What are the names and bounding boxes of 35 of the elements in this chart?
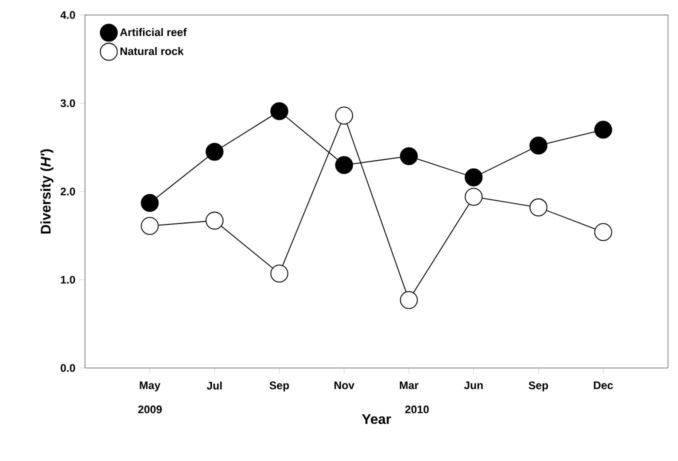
text: 2009 <box>138 406 162 414</box>
x-tick-label: Mar <box>400 382 418 390</box>
point <box>206 212 224 230</box>
point <box>529 136 548 155</box>
point <box>270 264 288 283</box>
x-tick-label: Dec <box>594 382 613 390</box>
point <box>400 291 418 309</box>
point <box>400 147 418 166</box>
y-axis-title: Diversity (H') <box>40 149 54 234</box>
point <box>206 142 224 161</box>
x-tick-label: Jun <box>464 382 483 390</box>
y-tick-label: 2.0 <box>60 188 76 196</box>
text: 2010 <box>405 406 429 414</box>
x-tick-label: Jul <box>206 382 222 390</box>
legend-label: Natural rock <box>120 47 184 56</box>
y-tick-label: 0.0 <box>60 364 76 372</box>
point <box>594 120 612 139</box>
point <box>335 106 354 125</box>
point <box>464 168 483 186</box>
point <box>140 194 159 212</box>
point <box>335 156 354 174</box>
point <box>270 102 288 120</box>
y-tick-label: 1.0 <box>60 276 76 284</box>
y-tick-label: 4.0 <box>60 11 76 19</box>
x-axis-title: Year <box>362 414 392 424</box>
legend-label: Artificial reef <box>120 28 187 36</box>
x-tick-label: Sep <box>528 382 548 392</box>
point <box>594 223 612 242</box>
point <box>140 216 159 235</box>
point <box>464 188 483 206</box>
x-tick-label: Sep <box>270 382 289 392</box>
y-tick-label: 3.0 <box>60 99 76 108</box>
point <box>529 198 548 216</box>
x-tick-label: May <box>140 382 160 392</box>
x-tick-label: Nov <box>334 382 354 390</box>
